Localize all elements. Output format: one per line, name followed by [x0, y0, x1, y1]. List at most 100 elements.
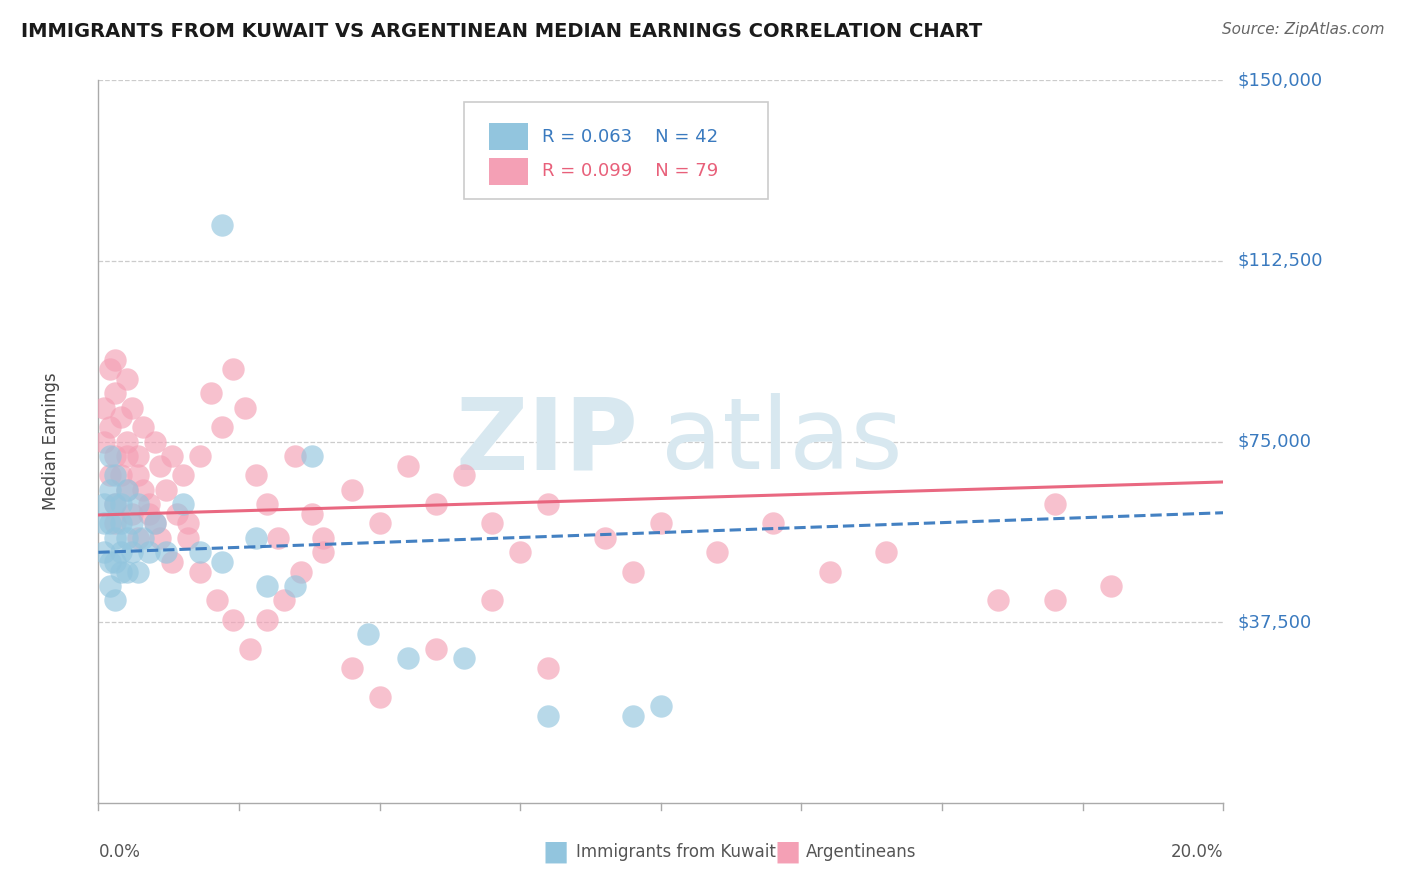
- Point: [425, 497, 447, 511]
- Point: [132, 420, 155, 434]
- Point: [284, 579, 307, 593]
- Point: [104, 497, 127, 511]
- Point: [138, 497, 160, 511]
- Point: [211, 420, 233, 434]
- Point: [818, 565, 841, 579]
- Point: [110, 565, 132, 579]
- Text: ■: ■: [775, 838, 800, 866]
- Point: [621, 709, 644, 723]
- Point: [706, 545, 728, 559]
- Point: [621, 565, 644, 579]
- Point: [987, 593, 1010, 607]
- Point: [211, 218, 233, 232]
- Point: [301, 449, 323, 463]
- Point: [115, 434, 138, 449]
- Point: [188, 449, 211, 463]
- Point: [509, 545, 531, 559]
- Text: $37,500: $37,500: [1237, 613, 1312, 632]
- Point: [312, 531, 335, 545]
- Point: [127, 497, 149, 511]
- Point: [762, 516, 785, 531]
- Point: [104, 531, 127, 545]
- Point: [368, 690, 391, 704]
- Point: [98, 483, 121, 497]
- Point: [115, 483, 138, 497]
- Point: [104, 352, 127, 367]
- Point: [166, 507, 188, 521]
- Point: [121, 516, 143, 531]
- Text: Source: ZipAtlas.com: Source: ZipAtlas.com: [1222, 22, 1385, 37]
- Point: [160, 555, 183, 569]
- Point: [110, 516, 132, 531]
- Point: [93, 401, 115, 415]
- Point: [222, 613, 245, 627]
- Text: ■: ■: [543, 838, 568, 866]
- Point: [233, 401, 256, 415]
- Point: [115, 483, 138, 497]
- Point: [138, 507, 160, 521]
- Point: [453, 651, 475, 665]
- Point: [481, 516, 503, 531]
- Point: [93, 497, 115, 511]
- Point: [284, 449, 307, 463]
- Point: [98, 555, 121, 569]
- Point: [301, 507, 323, 521]
- Point: [340, 483, 363, 497]
- Text: $112,500: $112,500: [1237, 252, 1323, 270]
- Point: [115, 372, 138, 386]
- Point: [93, 545, 115, 559]
- Point: [127, 468, 149, 483]
- Point: [127, 565, 149, 579]
- Point: [396, 458, 419, 473]
- Point: [149, 531, 172, 545]
- Point: [149, 458, 172, 473]
- Point: [104, 516, 127, 531]
- Point: [537, 709, 560, 723]
- Point: [256, 613, 278, 627]
- Point: [312, 545, 335, 559]
- Point: [115, 449, 138, 463]
- Bar: [489, 123, 529, 151]
- Point: [357, 627, 380, 641]
- Point: [98, 420, 121, 434]
- Text: ZIP: ZIP: [456, 393, 638, 490]
- Point: [143, 516, 166, 531]
- Point: [177, 516, 200, 531]
- Point: [121, 545, 143, 559]
- Text: Median Earnings: Median Earnings: [42, 373, 60, 510]
- Point: [110, 410, 132, 425]
- Point: [104, 497, 127, 511]
- Point: [368, 516, 391, 531]
- Point: [245, 468, 267, 483]
- Text: $75,000: $75,000: [1237, 433, 1312, 450]
- Text: IMMIGRANTS FROM KUWAIT VS ARGENTINEAN MEDIAN EARNINGS CORRELATION CHART: IMMIGRANTS FROM KUWAIT VS ARGENTINEAN ME…: [21, 22, 983, 41]
- Point: [104, 593, 127, 607]
- Point: [115, 565, 138, 579]
- Point: [177, 531, 200, 545]
- Point: [138, 545, 160, 559]
- Point: [104, 468, 127, 483]
- Point: [160, 449, 183, 463]
- Point: [239, 641, 262, 656]
- Point: [121, 401, 143, 415]
- Point: [650, 516, 672, 531]
- Text: $150,000: $150,000: [1237, 71, 1322, 89]
- Bar: [489, 158, 529, 186]
- Point: [155, 545, 177, 559]
- Text: 0.0%: 0.0%: [98, 843, 141, 861]
- Point: [110, 497, 132, 511]
- Point: [273, 593, 295, 607]
- Point: [188, 545, 211, 559]
- Point: [425, 641, 447, 656]
- Point: [110, 545, 132, 559]
- Point: [875, 545, 897, 559]
- Point: [267, 531, 290, 545]
- Point: [143, 434, 166, 449]
- Point: [593, 531, 616, 545]
- Point: [127, 449, 149, 463]
- Text: R = 0.099    N = 79: R = 0.099 N = 79: [541, 162, 718, 180]
- Point: [127, 531, 149, 545]
- Point: [1099, 579, 1122, 593]
- Point: [121, 507, 143, 521]
- Point: [188, 565, 211, 579]
